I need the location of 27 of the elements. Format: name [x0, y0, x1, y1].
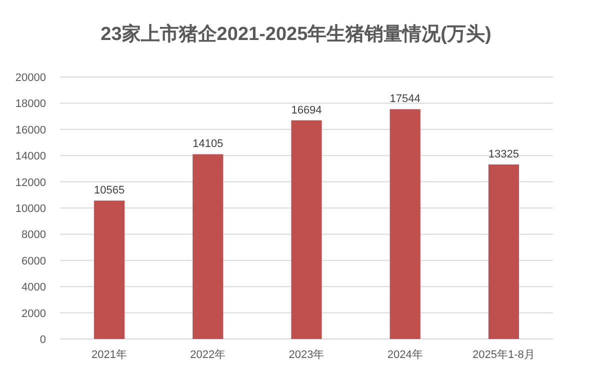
bar — [94, 200, 125, 339]
y-tick-label: 8000 — [22, 229, 46, 242]
y-tick-label: 12000 — [15, 176, 46, 189]
y-tick-label: 0 — [40, 334, 46, 346]
y-tick-label: 18000 — [15, 98, 46, 110]
data-label: 16694 — [291, 104, 322, 116]
y-tick-label: 2000 — [22, 308, 46, 320]
data-label: 13325 — [488, 148, 519, 160]
y-tick-label: 20000 — [15, 72, 46, 84]
x-tick-label: 2025年1-8月 — [472, 349, 535, 361]
data-label: 14105 — [192, 138, 224, 150]
bar — [488, 164, 519, 339]
y-tick-label: 10000 — [15, 203, 46, 215]
bar — [390, 109, 420, 339]
x-tick-label: 2021年 — [92, 349, 128, 361]
y-tick-label: 6000 — [22, 255, 46, 268]
bar — [291, 120, 322, 339]
data-label: 17544 — [390, 93, 420, 106]
y-tick-label: 16000 — [15, 124, 46, 136]
bar — [192, 154, 224, 339]
y-tick-label: 4000 — [22, 282, 46, 294]
data-label: 10565 — [94, 184, 125, 197]
x-tick-label: 2023年 — [288, 349, 324, 361]
x-tick-label: 2024年 — [387, 349, 423, 361]
chart-title: 23家上市猪企2021-2025年生猪销量情况(万头) — [100, 23, 492, 45]
y-tick-label: 14000 — [15, 150, 46, 163]
x-tick-label: 2022年 — [190, 349, 226, 361]
